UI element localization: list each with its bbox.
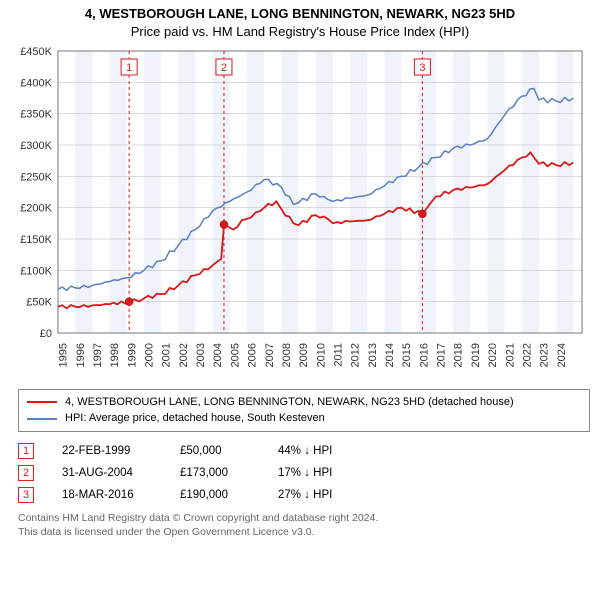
svg-text:£100K: £100K: [20, 265, 52, 277]
svg-text:2018: 2018: [453, 343, 465, 367]
svg-text:2024: 2024: [556, 343, 568, 367]
transactions-table: 1 22-FEB-1999 £50,000 44% ↓ HPI 2 31-AUG-2004…: [18, 440, 590, 506]
chart-container: 4, WESTBOROUGH LANE, LONG BENNINGTON, NE…: [0, 0, 600, 590]
svg-text:£200K: £200K: [20, 203, 52, 215]
svg-text:2011: 2011: [332, 343, 344, 367]
transaction-diff: 17% ↓ HPI: [278, 467, 368, 479]
svg-text:2020: 2020: [487, 343, 499, 367]
svg-text:2002: 2002: [178, 343, 190, 367]
svg-text:2022: 2022: [521, 343, 533, 367]
svg-text:£250K: £250K: [20, 171, 52, 183]
svg-text:2006: 2006: [247, 343, 259, 367]
legend-item: 4, WESTBOROUGH LANE, LONG BENNINGTON, NE…: [27, 394, 581, 411]
footer-line: This data is licensed under the Open Gov…: [18, 526, 590, 540]
svg-text:2004: 2004: [212, 343, 224, 367]
svg-text:2021: 2021: [504, 343, 516, 367]
svg-text:2013: 2013: [367, 343, 379, 367]
svg-text:2016: 2016: [418, 343, 430, 367]
svg-text:1996: 1996: [75, 343, 87, 367]
svg-text:2015: 2015: [401, 343, 413, 367]
svg-text:2003: 2003: [195, 343, 207, 367]
svg-text:2023: 2023: [539, 343, 551, 367]
transaction-date: 31-AUG-2004: [62, 467, 152, 479]
transaction-date: 18-MAR-2016: [62, 489, 152, 501]
svg-text:3: 3: [419, 62, 425, 74]
transaction-diff: 27% ↓ HPI: [278, 489, 368, 501]
legend-item: HPI: Average price, detached house, Sout…: [27, 410, 581, 427]
transaction-num-badge: 2: [18, 465, 34, 481]
line-chart: £0 £50K £100K £150K £200K £250K £300K £350K £400…: [10, 43, 590, 383]
svg-text:£0: £0: [40, 328, 52, 340]
svg-text:2005: 2005: [229, 343, 241, 367]
svg-text:1995: 1995: [58, 343, 70, 367]
svg-text:£300K: £300K: [20, 140, 52, 152]
legend-label: 4, WESTBOROUGH LANE, LONG BENNINGTON, NE…: [65, 394, 514, 411]
chart-area: £0 £50K £100K £150K £200K £250K £300K £350K £400…: [10, 43, 590, 383]
transaction-diff: 44% ↓ HPI: [278, 445, 368, 457]
svg-text:£50K: £50K: [26, 297, 52, 309]
transaction-num-badge: 1: [18, 443, 34, 459]
svg-text:£450K: £450K: [20, 46, 52, 58]
transaction-num-badge: 3: [18, 487, 34, 503]
svg-text:2019: 2019: [470, 343, 482, 367]
transaction-date: 22-FEB-1999: [62, 445, 152, 457]
svg-text:2007: 2007: [264, 343, 276, 367]
attribution-footer: Contains HM Land Registry data © Crown c…: [18, 512, 590, 539]
footer-line: Contains HM Land Registry data © Crown c…: [18, 512, 590, 526]
chart-subtitle: Price paid vs. HM Land Registry's House …: [0, 23, 600, 39]
transaction-row: 3 18-MAR-2016 £190,000 27% ↓ HPI: [18, 484, 590, 506]
svg-text:2008: 2008: [281, 343, 293, 367]
transaction-price: £50,000: [180, 445, 250, 457]
svg-text:2017: 2017: [436, 343, 448, 367]
transaction-row: 2 31-AUG-2004 £173,000 17% ↓ HPI: [18, 462, 590, 484]
transaction-price: £173,000: [180, 467, 250, 479]
svg-text:1999: 1999: [126, 343, 138, 367]
transaction-row: 1 22-FEB-1999 £50,000 44% ↓ HPI: [18, 440, 590, 462]
transaction-price: £190,000: [180, 489, 250, 501]
svg-text:2010: 2010: [315, 343, 327, 367]
svg-text:£150K: £150K: [20, 234, 52, 246]
legend: 4, WESTBOROUGH LANE, LONG BENNINGTON, NE…: [18, 389, 590, 432]
legend-swatch: [27, 418, 57, 420]
svg-text:£400K: £400K: [20, 77, 52, 89]
svg-text:2000: 2000: [143, 343, 155, 367]
svg-text:2009: 2009: [298, 343, 310, 367]
svg-text:1998: 1998: [109, 343, 121, 367]
legend-swatch: [27, 401, 57, 403]
svg-text:1: 1: [126, 62, 132, 74]
legend-label: HPI: Average price, detached house, Sout…: [65, 410, 325, 427]
svg-text:2: 2: [221, 62, 227, 74]
chart-title: 4, WESTBOROUGH LANE, LONG BENNINGTON, NE…: [0, 0, 600, 23]
svg-text:2001: 2001: [161, 343, 173, 367]
svg-text:1997: 1997: [92, 343, 104, 367]
svg-text:2014: 2014: [384, 343, 396, 367]
svg-text:2012: 2012: [350, 343, 362, 367]
svg-text:£350K: £350K: [20, 109, 52, 121]
